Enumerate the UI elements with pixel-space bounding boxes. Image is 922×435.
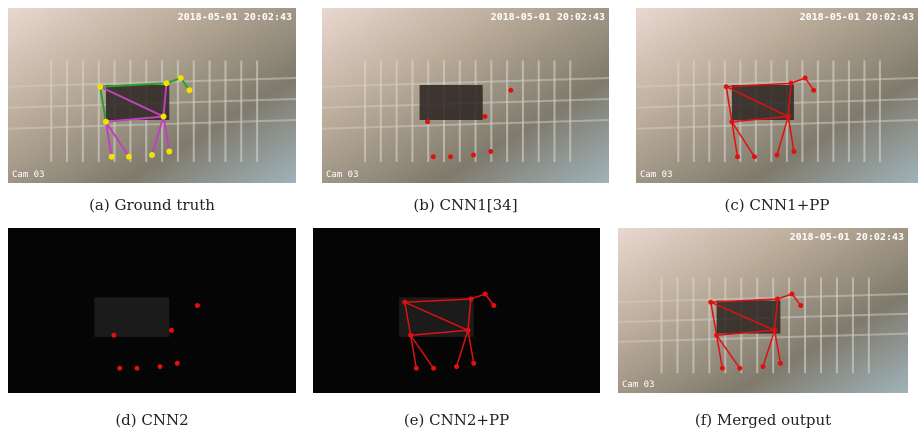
keypoint: [169, 328, 174, 333]
panel: 2018-05-01 20:02:43 Cam 03: [322, 8, 609, 183]
keypoint: [735, 154, 740, 159]
keypoint: [465, 328, 470, 333]
keypoint: [724, 84, 729, 89]
keypoint: [425, 119, 430, 124]
caption: (c) CNN1+PP: [725, 196, 830, 214]
caption: (e) CNN2+PP: [404, 411, 509, 429]
keypoint: [714, 333, 719, 338]
keypoint: [414, 366, 419, 371]
panel: 2018-05-01 20:02:43 Cam 03: [8, 8, 296, 183]
keypoint: [178, 75, 184, 81]
figure: 2018-05-01 20:02:43 Cam 03 (a) Ground trut…: [0, 0, 922, 435]
caption: (a) Ground truth: [89, 196, 215, 214]
camera-label: Cam 03: [640, 170, 673, 180]
keypoint: [811, 88, 816, 93]
keypoint: [471, 153, 476, 158]
keypoint: [431, 154, 436, 159]
keypoint: [175, 361, 180, 366]
keypoint: [775, 153, 780, 158]
timestamp: 2018-05-01 20:02:43: [491, 12, 605, 23]
keypoint: [786, 114, 791, 119]
panel: 2018-05-01 20:02:43 Cam 03: [636, 8, 918, 183]
keypoint: [109, 154, 115, 160]
panel: [313, 228, 600, 393]
keypoint: [126, 154, 132, 160]
keypoint: [775, 296, 780, 301]
keypoint: [454, 364, 459, 369]
timestamp: 2018-05-01 20:02:43: [178, 12, 292, 23]
camera-label: Cam 03: [622, 380, 655, 390]
keypoint: [508, 88, 513, 93]
keypoint: [729, 119, 734, 124]
keypoint: [158, 364, 163, 369]
keypoint: [482, 114, 487, 119]
keypoint: [488, 149, 493, 154]
keypoint: [790, 292, 795, 297]
caption: (f) Merged output: [695, 411, 831, 429]
timestamp: 2018-05-01 20:02:43: [800, 12, 914, 23]
keypoint: [772, 328, 777, 333]
cow-silhouette: [94, 297, 169, 337]
keypoint: [468, 296, 473, 301]
keypoint: [761, 364, 766, 369]
keypoint: [789, 81, 794, 86]
keypoint: [778, 361, 783, 366]
keypoint: [117, 366, 122, 371]
keypoint: [163, 80, 169, 86]
keypoint: [149, 152, 155, 158]
keypoint: [803, 76, 808, 81]
keypoint: [491, 303, 496, 308]
caption: (b) CNN1[34]: [413, 196, 517, 214]
keypoint: [195, 303, 200, 308]
keypoint: [798, 303, 803, 308]
panel: 2018-05-01 20:02:43 Cam 03: [618, 228, 908, 393]
panel: [8, 228, 296, 393]
keypoint: [111, 333, 116, 338]
keypoint: [791, 149, 796, 154]
keypoint: [720, 366, 725, 371]
timestamp: 2018-05-01 20:02:43: [790, 232, 904, 243]
keypoint: [402, 300, 407, 305]
keypoint: [408, 333, 413, 338]
keypoint: [134, 366, 139, 371]
keypoint: [752, 154, 757, 159]
keypoint: [448, 154, 453, 159]
keypoint: [103, 119, 109, 125]
keypoint: [708, 300, 713, 305]
keypoint: [737, 366, 742, 371]
keypoint: [483, 292, 488, 297]
camera-label: Cam 03: [326, 170, 359, 180]
keypoint: [431, 366, 436, 371]
keypoint: [471, 361, 476, 366]
keypoint: [97, 84, 103, 90]
camera-label: Cam 03: [12, 170, 45, 180]
keypoint: [161, 114, 167, 120]
caption: (d) CNN2: [115, 411, 188, 429]
cow: [420, 85, 483, 120]
keypoint: [166, 149, 172, 155]
keypoint: [186, 87, 192, 93]
